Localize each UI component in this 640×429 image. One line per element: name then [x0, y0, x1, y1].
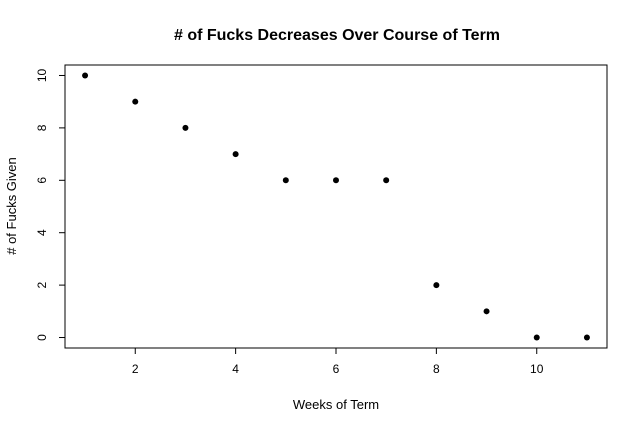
x-tick-label: 10 — [530, 362, 544, 376]
data-point — [533, 334, 540, 341]
x-tick-label: 4 — [232, 362, 239, 376]
y-tick-label: 10 — [35, 68, 49, 82]
x-tick-label: 8 — [433, 362, 440, 376]
y-axis-label: # of Fucks Given — [4, 157, 19, 255]
x-tick-label: 2 — [132, 362, 139, 376]
x-tick-label: 6 — [333, 362, 340, 376]
x-axis-label: Weeks of Term — [293, 397, 379, 412]
data-point — [232, 151, 239, 158]
plot-frame — [64, 64, 608, 349]
data-point — [182, 124, 189, 131]
y-tick-label: 6 — [35, 177, 49, 184]
y-tick-label: 0 — [35, 334, 49, 341]
data-point — [483, 308, 490, 315]
y-tick-label: 8 — [35, 124, 49, 131]
y-tick-label: 4 — [35, 229, 49, 236]
y-axis: 0 2 4 6 8 10 — [35, 68, 65, 341]
data-point — [82, 72, 89, 79]
y-tick-label: 2 — [35, 281, 49, 288]
chart-title: # of Fucks Decreases Over Course of Term — [174, 27, 500, 44]
data-point — [333, 177, 339, 184]
x-axis: 2 4 6 8 10 — [132, 348, 544, 376]
data-point — [383, 177, 390, 184]
data-point — [282, 177, 289, 184]
data-point — [583, 334, 590, 341]
data-point — [433, 282, 440, 289]
data-points — [82, 72, 590, 341]
data-point — [132, 98, 139, 105]
